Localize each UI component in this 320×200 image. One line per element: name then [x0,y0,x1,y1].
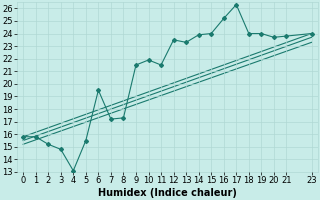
X-axis label: Humidex (Indice chaleur): Humidex (Indice chaleur) [98,188,237,198]
